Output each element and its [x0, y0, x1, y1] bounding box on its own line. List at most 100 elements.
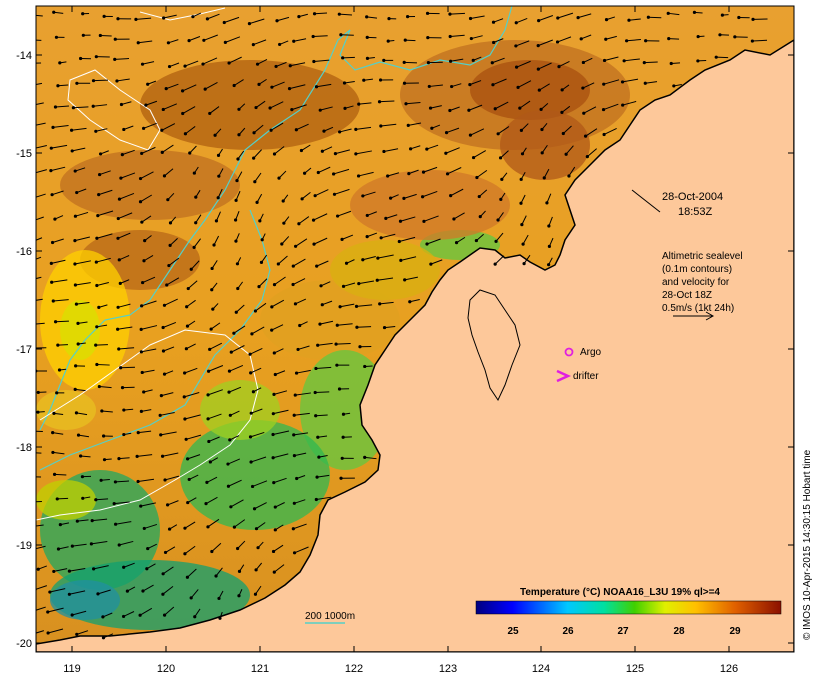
velocity-arrow	[98, 189, 113, 196]
velocity-arrow	[36, 606, 46, 611]
velocity-arrow-head	[397, 239, 401, 244]
velocity-arrow	[78, 434, 90, 438]
velocity-arrow	[362, 256, 376, 261]
velocity-arrow-head	[253, 309, 257, 313]
velocity-arrow-head	[312, 242, 316, 246]
velocity-arrow	[163, 346, 175, 352]
velocity-arrow-head	[666, 11, 670, 15]
velocity-arrow	[96, 364, 110, 366]
velocity-arrow-head	[210, 266, 214, 271]
velocity-arrow	[274, 276, 286, 286]
velocity-arrow	[143, 254, 154, 262]
velocity-arrow-head	[319, 284, 323, 288]
velocity-arrow-head	[191, 15, 195, 19]
velocity-arrow-head	[514, 21, 518, 25]
velocity-arrow-head	[365, 235, 369, 239]
velocity-arrow-head	[272, 392, 276, 396]
velocity-arrow	[117, 303, 131, 308]
velocity-arrow	[581, 34, 592, 40]
axis-ticks	[36, 6, 794, 652]
velocity-arrow-head	[292, 39, 296, 43]
velocity-arrow	[272, 453, 289, 459]
velocity-arrow-head	[270, 305, 274, 309]
velocity-arrow	[404, 276, 418, 281]
velocity-arrow-head	[144, 103, 148, 107]
velocity-arrow-head	[27, 634, 30, 637]
velocity-arrow-head	[185, 324, 190, 328]
velocity-arrow	[36, 14, 43, 17]
velocity-arrow-head	[136, 479, 140, 484]
velocity-arrow	[249, 18, 265, 25]
velocity-arrow-head	[119, 176, 123, 180]
velocity-arrow	[281, 236, 290, 245]
velocity-arrow-head	[211, 307, 215, 311]
velocity-arrow-head	[207, 369, 211, 373]
velocity-arrow	[51, 144, 68, 149]
velocity-arrow-head	[667, 37, 671, 41]
velocity-arrow-head	[469, 36, 473, 41]
velocity-arrow	[256, 522, 266, 530]
velocity-arrow-head	[213, 133, 217, 137]
velocity-arrow-head	[520, 222, 524, 227]
velocity-arrow-head	[403, 38, 407, 42]
velocity-arrow-head	[226, 462, 230, 466]
velocity-arrow	[557, 12, 574, 19]
velocity-arrow-head	[316, 343, 320, 347]
velocity-arrow-head	[627, 18, 631, 22]
velocity-arrow	[208, 365, 224, 372]
velocity-arrow	[116, 78, 130, 82]
velocity-arrow-head	[271, 412, 275, 416]
velocity-arrow-head	[518, 106, 522, 110]
velocity-arrow	[409, 299, 420, 303]
velocity-arrow	[100, 34, 112, 37]
velocity-arrow-head	[252, 131, 256, 135]
lat-label: -15	[16, 148, 32, 160]
velocity-arrow-head	[236, 546, 240, 551]
velocity-arrow-head	[255, 62, 260, 66]
velocity-arrow	[252, 480, 268, 487]
velocity-arrow-head	[187, 477, 191, 482]
velocity-arrow	[55, 320, 69, 323]
velocity-arrows	[27, 10, 768, 640]
velocity-arrow-head	[120, 386, 125, 390]
velocity-arrow-head	[302, 171, 307, 175]
velocity-arrow	[289, 84, 306, 90]
velocity-arrow-head	[272, 481, 276, 485]
velocity-arrow-head	[73, 239, 77, 243]
velocity-arrow-head	[36, 390, 40, 395]
velocity-arrow-head	[341, 56, 345, 60]
velocity-arrow-head	[355, 325, 359, 329]
velocity-arrow	[161, 392, 174, 397]
velocity-arrow	[186, 299, 196, 308]
velocity-arrow-head	[287, 87, 292, 91]
velocity-arrow-head	[338, 305, 342, 309]
velocity-arrow-head	[311, 34, 315, 39]
velocity-arrow	[583, 57, 593, 63]
velocity-arrow-head	[269, 128, 273, 132]
velocity-arrow	[446, 127, 460, 134]
velocity-arrow	[36, 524, 44, 527]
velocity-arrow-head	[50, 240, 55, 245]
velocity-arrow-head	[448, 12, 452, 16]
velocity-arrow-head	[341, 284, 346, 288]
velocity-arrow	[358, 171, 374, 177]
velocity-arrow	[36, 216, 44, 221]
velocity-arrow-head	[189, 596, 193, 600]
velocity-arrow-head	[227, 390, 231, 394]
velocity-arrow-head	[299, 148, 304, 153]
velocity-arrow	[516, 17, 528, 24]
velocity-arrow-head	[135, 454, 139, 458]
velocity-arrow-head	[141, 280, 145, 285]
velocity-arrow-head	[621, 103, 625, 107]
velocity-arrow-head	[185, 457, 190, 461]
velocity-arrow	[562, 125, 572, 134]
velocity-arrow-head	[140, 220, 144, 224]
velocity-arrow	[160, 431, 177, 436]
velocity-arrow	[237, 540, 246, 549]
velocity-arrow	[96, 324, 108, 328]
velocity-arrow-head	[421, 170, 426, 174]
velocity-arrow-head	[145, 567, 149, 571]
velocity-arrow	[229, 364, 244, 372]
velocity-arrow-head	[314, 497, 318, 502]
velocity-arrow	[52, 124, 69, 128]
